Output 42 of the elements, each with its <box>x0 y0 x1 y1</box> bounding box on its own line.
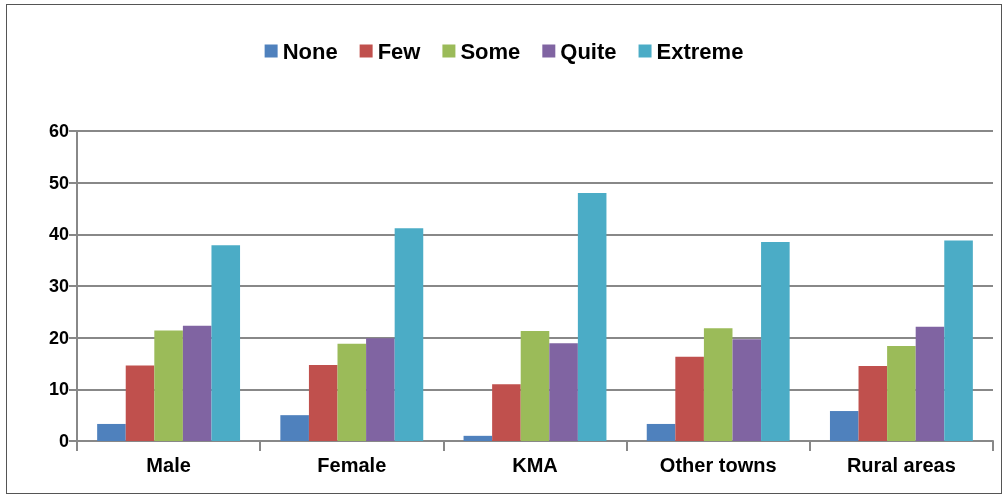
bar <box>761 242 790 441</box>
bar <box>463 435 493 441</box>
bar <box>520 330 550 441</box>
x-tick-label: Male <box>146 454 191 476</box>
bar <box>97 423 126 441</box>
bar <box>858 366 888 441</box>
bar <box>577 193 607 441</box>
bar <box>915 326 945 441</box>
bar <box>675 356 704 441</box>
x-tick-label: Rural areas <box>846 454 956 476</box>
bar <box>125 365 155 441</box>
y-tick-label: 10 <box>48 379 69 400</box>
bar <box>182 325 212 441</box>
y-tick-label: 20 <box>48 327 69 348</box>
x-tick-label: Female <box>317 454 387 476</box>
x-tick-label: Other towns <box>659 454 777 476</box>
y-tick-label: 0 <box>58 431 69 451</box>
y-tick-label: 50 <box>48 172 69 193</box>
bar <box>944 240 973 441</box>
bar <box>280 415 309 441</box>
bar <box>154 330 183 441</box>
legend-label: Quite <box>560 38 617 64</box>
x-tick-label: KMA <box>512 454 558 476</box>
y-tick-label: 30 <box>48 276 69 296</box>
bar <box>732 339 762 441</box>
bar <box>211 245 241 441</box>
y-tick-label: 60 <box>48 121 69 141</box>
bar <box>308 365 338 441</box>
y-tick-label: 40 <box>48 224 69 245</box>
bar <box>887 345 916 441</box>
legend-label: None <box>282 38 338 64</box>
bar <box>394 228 424 441</box>
bar <box>703 328 733 441</box>
bar <box>829 411 859 441</box>
legend-label: Extreme <box>656 38 744 64</box>
bar <box>366 338 395 441</box>
bar <box>549 343 578 441</box>
bar <box>646 423 676 441</box>
bar <box>492 384 521 441</box>
bar <box>337 343 367 441</box>
legend-label: Some <box>460 38 521 64</box>
legend-label: Few <box>377 38 422 64</box>
